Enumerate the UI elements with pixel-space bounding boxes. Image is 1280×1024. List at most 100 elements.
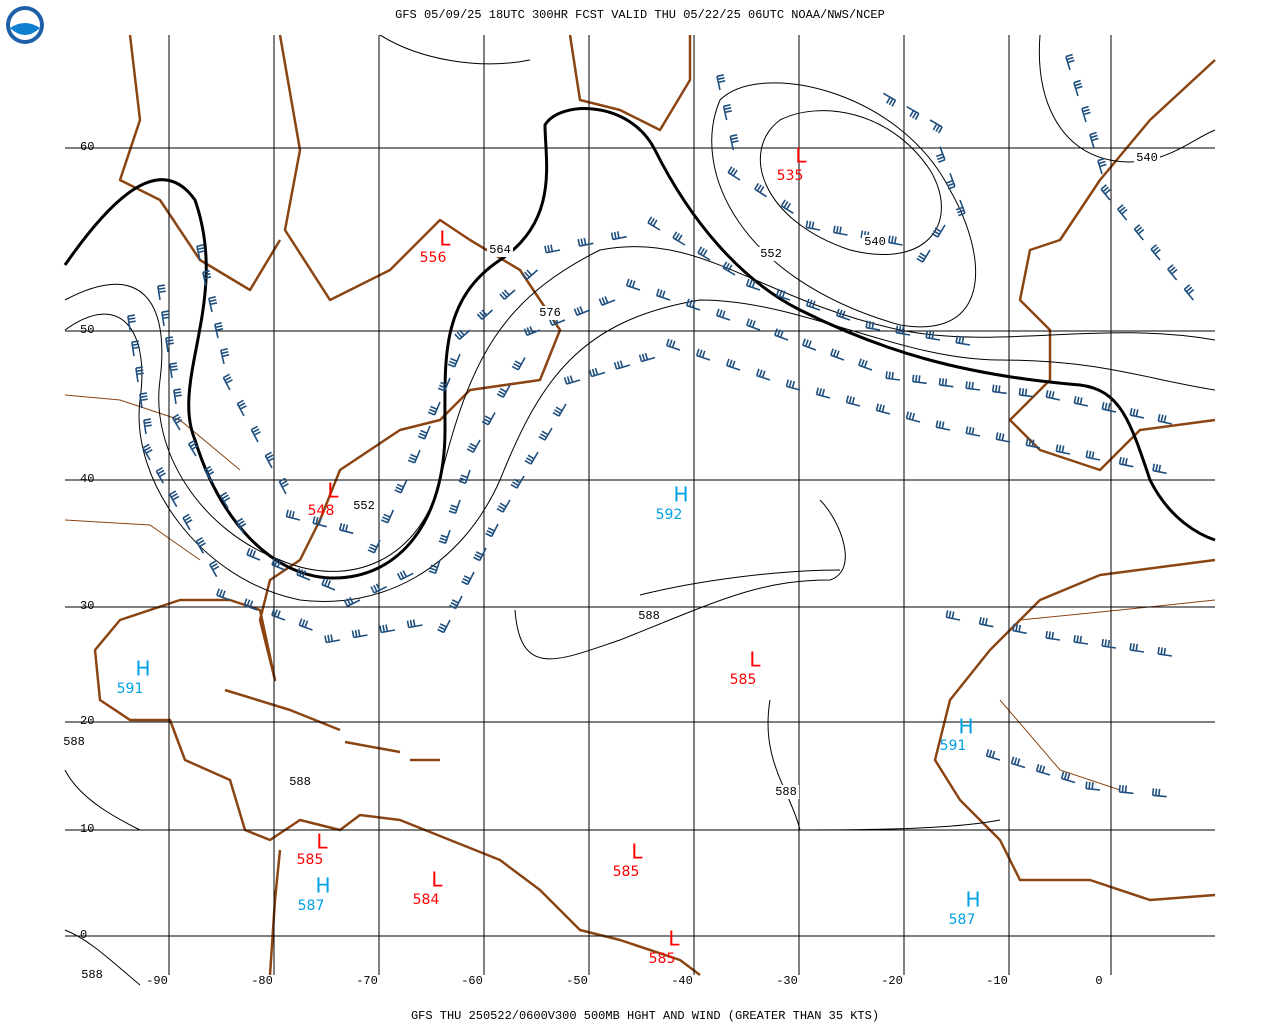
wind-barb <box>1089 131 1099 149</box>
wind-barb <box>722 261 736 276</box>
wind-barb <box>916 249 931 263</box>
wind-barb <box>370 583 388 594</box>
latitude-label: 20 <box>80 714 94 728</box>
wind-barb <box>746 318 761 331</box>
coastline <box>933 558 1216 902</box>
wind-barb <box>447 353 461 368</box>
longitude-label: -80 <box>251 974 273 988</box>
wind-barb <box>906 105 920 121</box>
wind-barb <box>202 270 212 287</box>
wind-barb <box>775 288 791 301</box>
wind-barb <box>815 387 831 399</box>
wind-barb <box>407 449 421 464</box>
wind-barb <box>965 381 981 391</box>
wind-barb <box>264 451 275 469</box>
contour-label: 588 <box>63 735 85 749</box>
wind-barb <box>499 289 516 300</box>
wind-barb <box>830 348 845 361</box>
contour <box>64 699 1001 986</box>
center-letter: L <box>795 144 807 168</box>
wind-barb <box>573 306 591 316</box>
wind-barb <box>235 517 247 535</box>
wind-barb <box>236 399 247 417</box>
coastline <box>568 34 692 132</box>
wind-barb <box>427 401 441 416</box>
wind-barb <box>685 298 701 311</box>
wind-barb <box>655 288 671 301</box>
wind-barb <box>1025 438 1041 449</box>
wind-barb <box>1118 784 1134 795</box>
contour-label-bg <box>537 306 563 320</box>
wind-barb <box>754 182 768 198</box>
wind-barb <box>523 326 541 336</box>
wind-barb <box>774 328 789 341</box>
contour-label: 588 <box>81 968 103 982</box>
wind-barb <box>165 336 174 353</box>
wind-barb <box>875 403 891 415</box>
center-letter: H <box>965 888 980 912</box>
wind-barb <box>182 513 193 531</box>
wind-barb <box>1133 224 1145 241</box>
wind-barb <box>131 340 140 357</box>
wind-barb <box>481 412 496 426</box>
center-letter: L <box>631 840 643 864</box>
wind-barbs <box>127 53 1195 798</box>
contour-label: 540 <box>864 235 886 249</box>
wind-barb <box>417 425 431 440</box>
wind-barb <box>496 384 511 398</box>
wind-barb <box>169 490 180 508</box>
wind-barb <box>985 749 1001 761</box>
latitude-label: 40 <box>80 472 94 486</box>
wind-barb <box>978 616 994 628</box>
border <box>64 394 1216 791</box>
wind-barb <box>1081 105 1091 123</box>
contour-label: 564 <box>489 243 511 257</box>
wind-barb <box>222 373 233 391</box>
wind-barb <box>219 491 231 509</box>
wind-barb <box>351 629 368 639</box>
wind-barb <box>625 278 641 291</box>
wind-barb <box>496 499 511 513</box>
wind-barb <box>209 560 220 578</box>
center-letter: L <box>668 927 680 951</box>
wind-barb <box>473 547 487 562</box>
wind-barb <box>1073 79 1083 97</box>
coastline <box>224 688 440 762</box>
wind-barb <box>1010 756 1026 769</box>
wind-barb <box>647 216 661 231</box>
wind-barb <box>312 516 327 528</box>
wind-barb <box>882 92 897 107</box>
contour-label-bg <box>1134 151 1160 165</box>
wind-barb <box>1045 390 1061 401</box>
contour-label: 552 <box>353 499 375 513</box>
wind-barb <box>196 244 206 261</box>
wind-barb <box>367 539 381 554</box>
wind-barb <box>1097 157 1107 175</box>
wind-barb <box>945 610 961 621</box>
wind-barb <box>250 425 261 443</box>
contour <box>514 499 846 660</box>
wind-barb <box>1073 634 1089 645</box>
contour-label-bg <box>287 775 313 789</box>
wind-barb <box>697 246 711 261</box>
contour <box>759 110 942 255</box>
contour <box>379 34 1216 163</box>
coastline <box>1008 59 1216 472</box>
wind-barb <box>298 618 313 631</box>
contour-label: 588 <box>289 775 311 789</box>
wind-barb <box>343 596 361 607</box>
wind-barb <box>246 548 261 561</box>
wind-barb <box>243 598 258 611</box>
wind-barb <box>485 523 499 538</box>
wind-barb <box>1085 781 1101 791</box>
longitude-label: -40 <box>671 974 693 988</box>
center-value: 585 <box>297 852 324 868</box>
wind-barb <box>805 220 821 231</box>
wind-barb <box>1129 642 1145 653</box>
wind-barb <box>715 308 731 321</box>
wind-barb <box>338 522 354 535</box>
wind-barb <box>187 439 199 457</box>
wind-barb <box>135 366 144 383</box>
wind-barb <box>598 296 616 306</box>
